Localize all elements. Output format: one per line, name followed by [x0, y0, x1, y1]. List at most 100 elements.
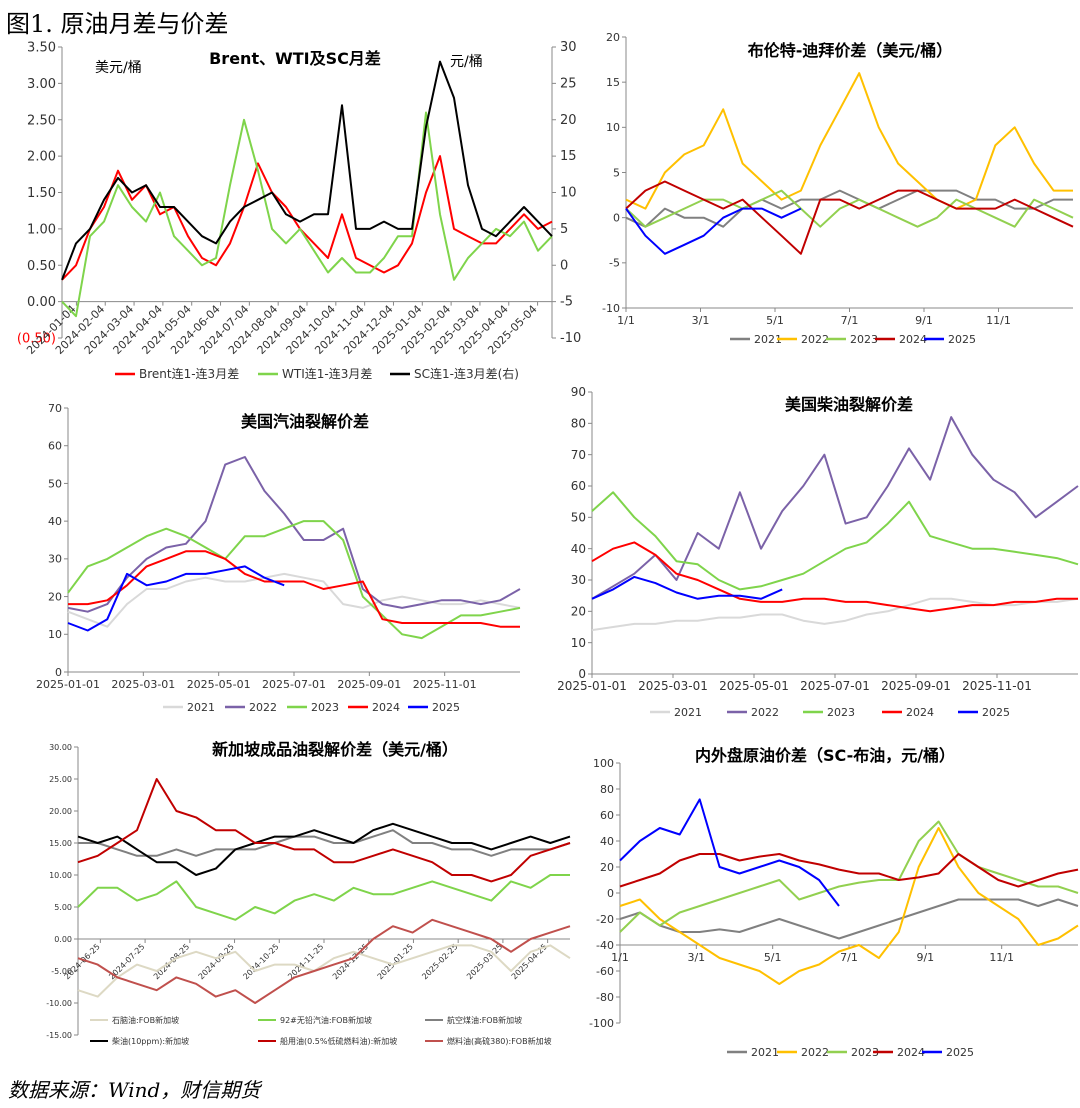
legend-label: 2022	[801, 333, 829, 346]
x-tick-label: 1/1	[611, 951, 629, 964]
series-line-2025	[619, 798, 840, 907]
y-tick-label: -20	[596, 913, 614, 926]
legend-label: 2021	[754, 333, 782, 346]
y-tick-label: 0	[55, 666, 62, 679]
legend-label: 2022	[751, 706, 779, 719]
legend-label: 2023	[851, 1046, 879, 1059]
series-line-SC连1-连3月差(右)	[61, 60, 553, 281]
y-tick-label: 15	[606, 76, 620, 89]
x-tick-label: 9/1	[916, 951, 934, 964]
y-tick-label: 60	[600, 809, 614, 822]
legend-label: 2025	[432, 701, 460, 714]
legend-label: 2024	[372, 701, 400, 714]
legend-label: 2021	[751, 1046, 779, 1059]
x-tick-label: 11/1	[989, 951, 1014, 964]
y-tick-label: 1.50	[27, 186, 56, 201]
x-tick-label: 3/1	[692, 314, 710, 327]
x-tick-label: 2025-03-25	[465, 942, 504, 981]
y-tick-label: 50	[571, 511, 586, 525]
series-line-2025	[591, 575, 783, 600]
legend-label: 2024	[906, 706, 934, 719]
y-tick-label: 10	[606, 121, 620, 134]
y-tick-label: 30	[571, 573, 586, 587]
y-tick-label: 20	[600, 861, 614, 874]
series-line-Brent连1-连3月差	[61, 155, 553, 281]
y-tick-label: 20	[571, 605, 586, 619]
y-tick-label: -10	[602, 302, 620, 315]
x-tick-label: 2025-05-01	[187, 678, 251, 691]
y-tick-label: 10	[48, 628, 62, 641]
legend-label: Brent连1-连3月差	[139, 366, 239, 381]
x-tick-label: 9/1	[915, 314, 933, 327]
series-line-2021	[625, 189, 1073, 228]
series-line-2022	[625, 72, 1073, 210]
legend-label: SC连1-连3月差(右)	[414, 366, 519, 381]
y2-tick-label: -5	[560, 295, 573, 310]
legend-label: 石脑油:FOB新加坡	[112, 1015, 179, 1025]
x-tick-label: 2025-01-01	[36, 678, 100, 691]
y-tick-label: 5	[613, 166, 620, 179]
x-tick-label: 1/1	[617, 314, 635, 327]
x-tick-label: 2024-09-25	[197, 942, 236, 981]
y2-tick-label: 5	[560, 222, 568, 237]
x-tick-label: 2025-09-01	[881, 679, 951, 693]
x-tick-label: 7/1	[840, 951, 858, 964]
x-tick-label: 2025-03-01	[111, 678, 175, 691]
y-tick-label: 70	[571, 448, 586, 462]
chart-4: 美国柴油裂解价差 0 10 20 30 40 50 60 70 80 90 2025-01-01 202…	[557, 385, 1079, 719]
y-tick-label: 30	[48, 553, 62, 566]
chart-1: Brent、WTI及SC月差 (0.50) 0.00 0.50 1.00 1.50 2.00…	[17, 40, 581, 381]
x-tick-label: 2025-02-25	[420, 942, 459, 981]
legend-label: 2023	[827, 706, 855, 719]
y-tick-label: 20.00	[49, 807, 72, 816]
y-tick-label: 50	[48, 477, 62, 490]
series-line-燃料油(高硫380):FOB新加坡	[77, 918, 571, 1004]
y2-tick-label: 10	[560, 186, 577, 201]
y-tick-label: 15.00	[49, 839, 72, 848]
y-tick-label: -5.00	[51, 967, 72, 976]
y-tick-label: 30.00	[49, 743, 72, 752]
x-tick-label: 2025-09-01	[337, 678, 401, 691]
y-tick-label: 0	[578, 667, 586, 681]
legend-label: 2023	[850, 333, 878, 346]
y-tick-label: 10.00	[49, 871, 72, 880]
series-line-2024	[68, 550, 520, 628]
chart-title: 美国汽油裂解价差	[241, 412, 369, 431]
y-tick-label: 0.00	[27, 295, 56, 310]
x-tick-label: 2025-03-01	[638, 679, 708, 693]
legend-label: 2024	[899, 333, 927, 346]
y-tick-label: 1.00	[27, 222, 56, 237]
x-tick-label: 7/1	[841, 314, 859, 327]
y-tick-label: 40	[48, 515, 62, 528]
y-tick-label: -60	[596, 965, 614, 978]
y-tick-label: 0	[607, 887, 614, 900]
chart-2: 布伦特-迪拜价差（美元/桶） -10 -5 0 5 10 15 20 1/1 3/1 5/1 7/1 9…	[602, 31, 1074, 346]
series-line-2025	[67, 565, 285, 632]
y-tick-label: 90	[571, 385, 586, 399]
legend-label: 2025	[982, 706, 1010, 719]
x-tick-label: 3/1	[687, 951, 705, 964]
series-line-2024	[619, 853, 1079, 888]
y-tick-label: 80	[600, 783, 614, 796]
legend-label: 2021	[187, 701, 215, 714]
series-line-92#无铅汽油:FOB新加坡	[77, 874, 570, 921]
legend-label: 2024	[897, 1046, 925, 1059]
legend-label: 2022	[249, 701, 277, 714]
series-line-WTI连1-连3月差	[61, 111, 553, 318]
y-tick-label: 20	[606, 31, 620, 44]
series-line-2023	[67, 520, 521, 640]
y-tick-label: 10	[571, 636, 586, 650]
y-tick-label: (0.50)	[17, 332, 56, 347]
series-line-2025	[625, 207, 802, 255]
x-tick-label: 2025-07-01	[800, 679, 870, 693]
x-tick-label: 5/1	[766, 314, 784, 327]
series-line-2022	[67, 456, 521, 613]
series-line-2024	[625, 180, 1074, 255]
x-tick-label: 2025-11-01	[413, 678, 477, 691]
y-tick-label: 80	[571, 417, 586, 431]
chart-title: 新加坡成品油裂解价差（美元/桶）	[212, 740, 458, 759]
y2-tick-label: 15	[560, 149, 577, 164]
legend-label: 2022	[801, 1046, 829, 1059]
series-line-船用油(0.5%低硫燃料油):新加坡	[77, 778, 571, 883]
